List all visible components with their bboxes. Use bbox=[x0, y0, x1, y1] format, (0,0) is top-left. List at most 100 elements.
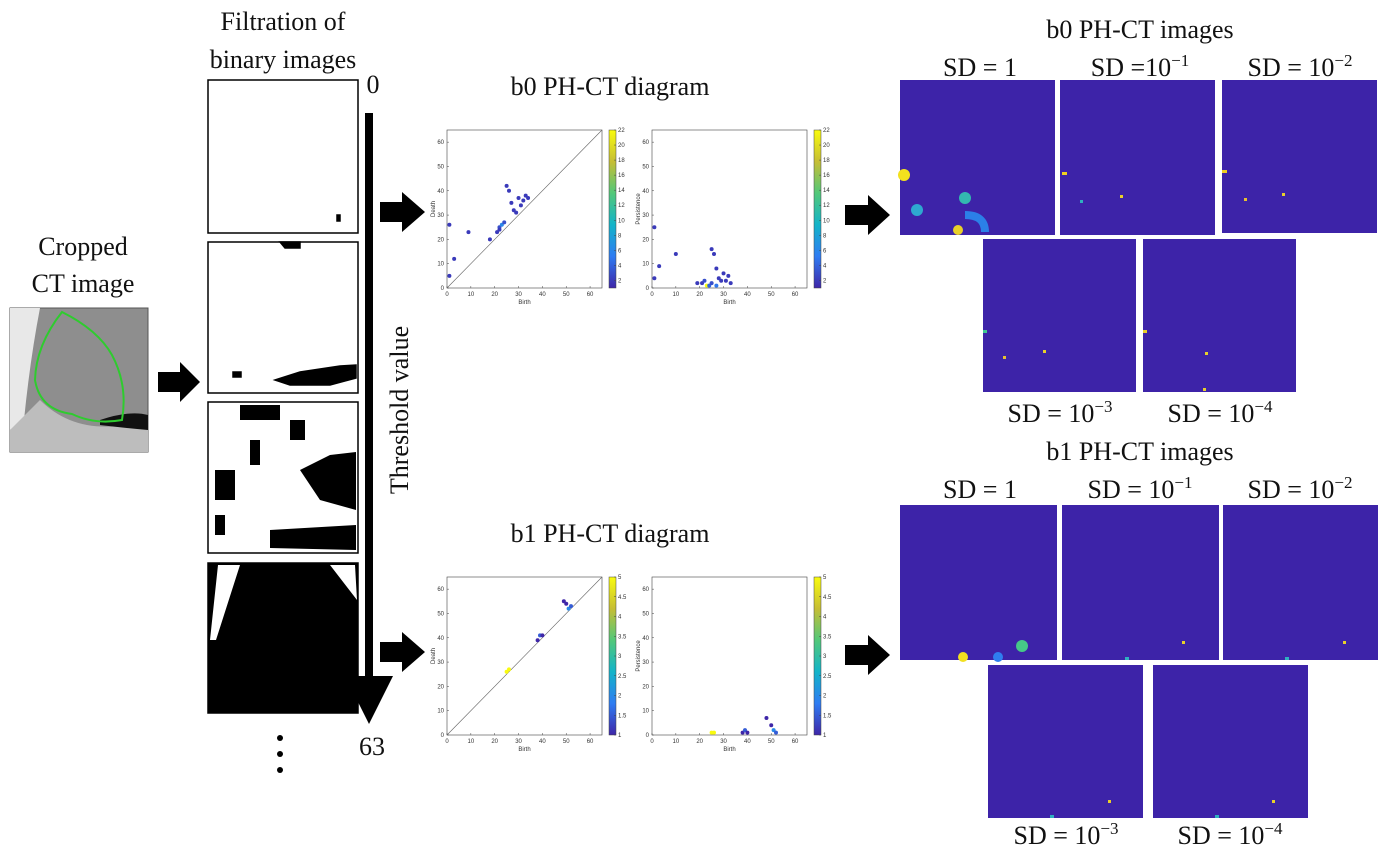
point bbox=[673, 251, 678, 256]
threshold-label: Threshold value bbox=[385, 326, 414, 494]
y-tick-label: 0 bbox=[441, 286, 445, 292]
colorbar-tick-label: 4 bbox=[618, 263, 622, 269]
y-tick-label: 40 bbox=[437, 189, 444, 195]
point bbox=[507, 667, 511, 672]
y-tick-label: 10 bbox=[642, 709, 649, 715]
sd-text: SD = 10 bbox=[1168, 399, 1255, 428]
x-tick-label: 30 bbox=[515, 292, 522, 298]
diagonal bbox=[446, 129, 603, 289]
point bbox=[509, 200, 514, 205]
point bbox=[652, 276, 657, 281]
y-tick-label: 50 bbox=[642, 164, 649, 170]
sd-label: SD = 10−3 bbox=[1014, 819, 1119, 850]
colorbar-tick-label: 14 bbox=[618, 188, 625, 194]
y-tick-label: 50 bbox=[437, 611, 444, 617]
point bbox=[712, 251, 716, 256]
colorbar-tick-label: 3.5 bbox=[618, 634, 627, 640]
colorbar-tick-label: 22 bbox=[823, 128, 830, 134]
x-tick-label: 50 bbox=[768, 292, 775, 298]
point bbox=[507, 188, 511, 193]
sd-text: SD =10 bbox=[1091, 53, 1171, 82]
ph-images bbox=[898, 80, 1378, 818]
point bbox=[695, 281, 700, 286]
x-tick-label: 60 bbox=[587, 292, 594, 298]
point bbox=[709, 281, 714, 286]
x-tick-label: 0 bbox=[445, 292, 449, 298]
point bbox=[652, 225, 657, 230]
x-axis-label: Birth bbox=[518, 300, 530, 306]
colorbar-tick-label: 1.5 bbox=[823, 713, 832, 719]
colorbar-tick-label: 6 bbox=[823, 248, 827, 254]
colorbar-tick-label: 3 bbox=[823, 654, 827, 660]
colorbar-tick-label: 22 bbox=[618, 128, 625, 134]
x-tick-label: 20 bbox=[491, 739, 498, 745]
x-tick-label: 10 bbox=[673, 292, 680, 298]
sd-label: SD = 10−2 bbox=[1248, 51, 1353, 82]
sd-label: SD = 10−1 bbox=[1088, 473, 1193, 504]
diagonal bbox=[446, 576, 603, 736]
colorbar-tick-label: 10 bbox=[618, 218, 625, 224]
y-tick-label: 20 bbox=[642, 237, 649, 243]
colorbar-tick-label: 3 bbox=[618, 654, 622, 660]
input-title: Cropped bbox=[38, 232, 128, 261]
point bbox=[712, 730, 716, 735]
y-tick-label: 40 bbox=[642, 636, 649, 642]
colorbar-tick-label: 20 bbox=[618, 143, 625, 149]
y-tick-label: 10 bbox=[642, 262, 649, 268]
x-tick-label: 40 bbox=[744, 739, 751, 745]
point bbox=[564, 601, 569, 606]
point bbox=[721, 271, 726, 276]
colorbar-tick-label: 4.5 bbox=[823, 595, 832, 601]
sd-label: SD = 10−3 bbox=[1008, 397, 1113, 428]
colorbar-tick-label: 12 bbox=[823, 203, 830, 209]
input-title: CT image bbox=[32, 269, 135, 298]
point bbox=[719, 278, 724, 283]
x-tick-label: 0 bbox=[650, 292, 654, 298]
y-axis-label: Persistence bbox=[636, 193, 642, 225]
x-tick-label: 0 bbox=[650, 739, 654, 745]
sd-exponent: −4 bbox=[1264, 819, 1283, 838]
x-tick-label: 40 bbox=[539, 739, 546, 745]
y-tick-label: 60 bbox=[642, 587, 649, 593]
plot-frame bbox=[651, 129, 808, 289]
y-tick-label: 10 bbox=[437, 262, 444, 268]
x-tick-label: 60 bbox=[792, 292, 799, 298]
arrow bbox=[380, 632, 425, 672]
x-axis-label: Birth bbox=[518, 747, 530, 753]
diagram-title: b0 PH-CT diagram bbox=[511, 72, 710, 101]
y-axis-label: Persistence bbox=[636, 640, 642, 672]
colorbar-tick-label: 1 bbox=[618, 733, 622, 739]
x-tick-label: 20 bbox=[696, 739, 703, 745]
point bbox=[521, 198, 526, 203]
point bbox=[769, 723, 774, 728]
y-tick-label: 30 bbox=[642, 213, 649, 219]
colorbar-tick-label: 16 bbox=[618, 173, 625, 179]
sd-text: SD = 10 bbox=[1248, 53, 1335, 82]
y-tick-label: 0 bbox=[441, 733, 445, 739]
sd-text: SD = 10 bbox=[1088, 475, 1175, 504]
point bbox=[569, 604, 573, 609]
ellipsis bbox=[277, 735, 283, 773]
colorbar-tick-label: 10 bbox=[823, 218, 830, 224]
point bbox=[764, 715, 769, 720]
sd-exponent: −3 bbox=[1100, 819, 1118, 838]
colorbar-tick-label: 5 bbox=[618, 575, 622, 581]
sd-exponent: −3 bbox=[1094, 397, 1112, 416]
colorbar-tick-label: 4 bbox=[618, 615, 622, 621]
sd-label: SD = 1 bbox=[943, 53, 1017, 82]
sd-label: SD = 10−4 bbox=[1178, 819, 1283, 850]
sd-text: SD = 1 bbox=[943, 53, 1017, 82]
y-tick-label: 60 bbox=[437, 587, 444, 593]
point bbox=[714, 266, 719, 271]
point bbox=[726, 273, 731, 278]
threshold-end: 63 bbox=[359, 732, 385, 761]
sd-exponent: −2 bbox=[1334, 51, 1352, 70]
images-title: b0 PH-CT images bbox=[1046, 15, 1233, 44]
point bbox=[774, 730, 778, 735]
sd-exponent: −1 bbox=[1171, 51, 1189, 70]
images-title: b1 PH-CT images bbox=[1046, 437, 1233, 466]
colorbar-tick-label: 5 bbox=[823, 575, 827, 581]
arrow bbox=[380, 192, 425, 232]
x-tick-label: 30 bbox=[720, 739, 727, 745]
point bbox=[452, 256, 457, 261]
